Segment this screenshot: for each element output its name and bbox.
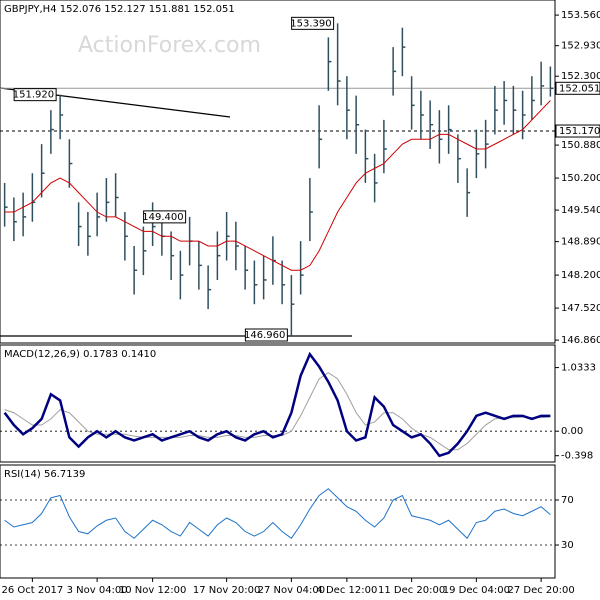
macd-frame [0,344,556,463]
annotation-label: 146.960 [244,330,285,341]
annotation-label: 153.390 [290,18,331,29]
annotation-box [244,328,288,342]
level-label: 152.051 [559,83,600,94]
x-tick-label: 17 Nov 20:00 [193,585,260,596]
price-frame [0,0,556,344]
y-tick-label: 0.00 [561,426,583,437]
macd-line [3,351,551,458]
y-tick-label: 1.0333 [561,363,596,374]
y-tick-label: 150.200 [561,173,600,184]
x-tick-label: 26 Oct 2017 [1,585,63,596]
rsi-title: RSI(14) 56.7139 [4,469,85,480]
moving-average [4,100,551,271]
level-box [555,81,600,95]
level-label: 151.170 [559,126,600,137]
y-tick-label: 147.520 [561,303,600,314]
x-tick-label: 19 Dec 04:00 [443,585,510,596]
rsi-frame [0,464,556,579]
y-tick-label: 152.930 [561,41,600,52]
rsi-line [4,488,551,540]
chart-title: GBPJPY,H4 152.076 152.127 151.881 152.05… [4,4,235,15]
annotation-box [291,16,335,30]
x-tick-label: 27 Dec 20:00 [507,585,574,596]
y-tick-label: 149.540 [561,205,600,216]
y-tick-label: 148.200 [561,270,600,281]
y-tick-label: 150.880 [561,140,600,151]
y-tick-label: 148.890 [561,237,600,248]
x-tick-label: 10 Nov 12:00 [119,585,186,596]
x-tick-label: 27 Nov 04:00 [258,585,325,596]
y-tick-label: -0.398 [561,451,593,462]
macd-title: MACD(12,26,9) 0.1783 0.1410 [4,349,156,360]
y-tick-label: 152.300 [561,71,600,82]
x-tick-label: 3 Nov 04:00 [67,585,128,596]
level-box [555,124,600,138]
y-tick-label: 70 [561,495,574,506]
y-tick-label: 153.560 [561,10,600,21]
y-tick-label: 30 [561,540,574,551]
x-tick-label: 4 Dec 12:00 [316,585,377,596]
annotation-label: 149.400 [142,212,183,223]
watermark: ActionForex.com [78,33,261,58]
annotation-box [143,210,187,224]
x-tick-label: 11 Dec 20:00 [378,585,445,596]
annotation-box [13,88,57,102]
y-tick-label: 146.860 [561,335,600,346]
annotation-label: 151.920 [13,90,54,101]
